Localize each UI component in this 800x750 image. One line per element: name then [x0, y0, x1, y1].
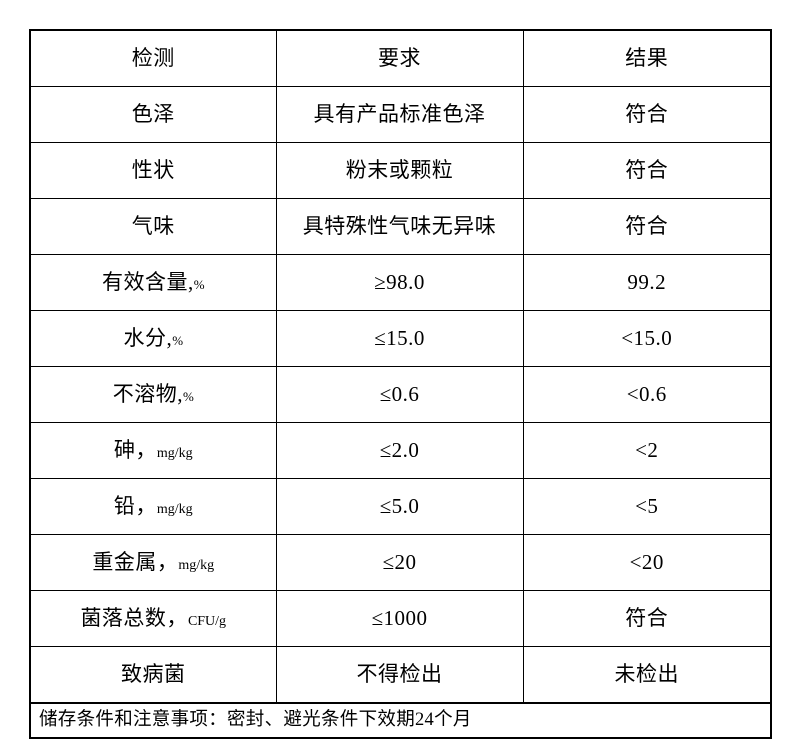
- table-footer-row: 储存条件和注意事项：密封、避光条件下效期24个月: [29, 702, 772, 739]
- cell-result: 符合: [522, 198, 772, 255]
- table-row: 重金属，mg/kg ≤20 <20: [29, 534, 772, 591]
- cell-item: 不溶物,%: [29, 366, 277, 423]
- item-unit: mg/kg: [156, 445, 193, 461]
- item-label: 重金属，: [92, 549, 179, 574]
- cell-item: 重金属，mg/kg: [29, 534, 277, 591]
- item-label: 性状: [131, 157, 175, 182]
- item-unit: mg/kg: [178, 557, 215, 573]
- cell-requirement: 粉末或颗粒: [275, 142, 524, 199]
- table-row: 有效含量,% ≥98.0 99.2: [29, 254, 772, 311]
- item-unit: %: [193, 276, 205, 292]
- cell-requirement: ≤15.0: [275, 310, 524, 367]
- cell-result: 符合: [522, 142, 772, 199]
- cell-result: 符合: [522, 590, 772, 647]
- item-unit: %: [172, 332, 184, 348]
- cell-item: 铅，mg/kg: [29, 478, 277, 535]
- table-row: 致病菌 不得检出 未检出: [29, 646, 772, 704]
- table-header-row: 检测 要求 结果: [29, 29, 772, 87]
- item-label: 铅，: [113, 493, 157, 518]
- cell-requirement: ≤20: [275, 534, 524, 591]
- cell-item: 水分,%: [29, 310, 277, 367]
- cell-result: 符合: [522, 86, 772, 143]
- cell-result: <2: [522, 422, 772, 479]
- cell-requirement: 不得检出: [275, 646, 524, 704]
- table-row: 性状 粉末或颗粒 符合: [29, 142, 772, 199]
- item-label: 菌落总数，: [80, 605, 188, 630]
- cell-requirement: ≤1000: [275, 590, 524, 647]
- cell-requirement: ≤5.0: [275, 478, 524, 535]
- cell-result: <20: [522, 534, 772, 591]
- cell-item: 有效含量,%: [29, 254, 277, 311]
- cell-item: 色泽: [29, 86, 277, 143]
- item-label: 色泽: [131, 101, 175, 126]
- column-header-requirement: 要求: [275, 29, 524, 87]
- cell-result: <0.6: [522, 366, 772, 423]
- column-header-item: 检测: [29, 29, 277, 87]
- cell-result: 未检出: [522, 646, 772, 704]
- product-specification-table: 检测 要求 结果 色泽 具有产品标准色泽 符合 性状 粉末或颗粒 符合 气味 具…: [29, 29, 772, 739]
- item-label: 致病菌: [121, 661, 186, 686]
- cell-item: 菌落总数，CFU/g: [29, 590, 277, 647]
- cell-item: 致病菌: [29, 646, 277, 704]
- item-unit: CFU/g: [187, 613, 227, 629]
- cell-requirement: ≤0.6: [275, 366, 524, 423]
- cell-result: <15.0: [522, 310, 772, 367]
- item-label: 砷，: [113, 437, 157, 462]
- cell-item: 气味: [29, 198, 277, 255]
- cell-item: 性状: [29, 142, 277, 199]
- item-unit: %: [182, 388, 194, 404]
- cell-requirement: 具特殊性气味无异味: [275, 198, 524, 255]
- item-label: 水分,: [123, 325, 173, 350]
- item-label: 有效含量,: [101, 269, 194, 294]
- cell-requirement: 具有产品标准色泽: [275, 86, 524, 143]
- table-row: 菌落总数，CFU/g ≤1000 符合: [29, 590, 772, 647]
- cell-result: <5: [522, 478, 772, 535]
- table-row: 色泽 具有产品标准色泽 符合: [29, 86, 772, 143]
- table-row: 气味 具特殊性气味无异味 符合: [29, 198, 772, 255]
- column-header-result: 结果: [522, 29, 772, 87]
- cell-result: 99.2: [522, 254, 772, 311]
- table-row: 铅，mg/kg ≤5.0 <5: [29, 478, 772, 535]
- cell-item: 砷，mg/kg: [29, 422, 277, 479]
- table-row: 不溶物,% ≤0.6 <0.6: [29, 366, 772, 423]
- table-body: 检测 要求 结果 色泽 具有产品标准色泽 符合 性状 粉末或颗粒 符合 气味 具…: [29, 29, 772, 739]
- item-label: 气味: [131, 213, 175, 238]
- storage-conditions-note: 储存条件和注意事项：密封、避光条件下效期24个月: [29, 702, 772, 739]
- table-row: 水分,% ≤15.0 <15.0: [29, 310, 772, 367]
- cell-requirement: ≤2.0: [275, 422, 524, 479]
- cell-requirement: ≥98.0: [275, 254, 524, 311]
- item-unit: mg/kg: [156, 501, 193, 517]
- item-label: 不溶物,: [112, 381, 183, 406]
- table-row: 砷，mg/kg ≤2.0 <2: [29, 422, 772, 479]
